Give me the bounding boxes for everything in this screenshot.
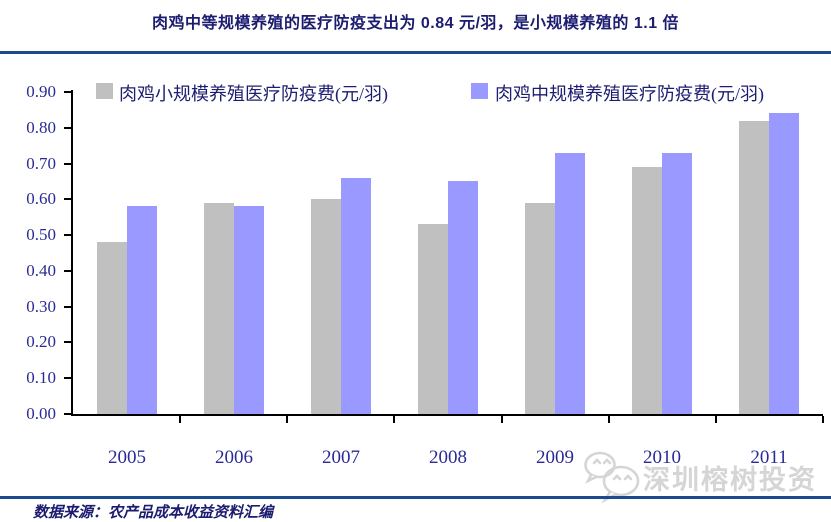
bar-small-scale-2011 bbox=[739, 121, 769, 414]
x-axis-tick bbox=[286, 416, 288, 423]
legend-swatch-small-scale bbox=[96, 83, 113, 99]
y-tick-label: 0.90 bbox=[26, 82, 56, 101]
top-divider bbox=[0, 51, 831, 54]
y-axis-tick bbox=[64, 91, 71, 93]
bar-mid-scale-2007 bbox=[341, 178, 371, 414]
x-axis-tick bbox=[715, 416, 717, 423]
y-tick-label: 0.70 bbox=[26, 153, 56, 173]
x-axis-tick bbox=[501, 416, 503, 423]
y-tick-label: 0.80 bbox=[26, 117, 56, 137]
x-axis-tick bbox=[822, 416, 824, 423]
y-tick-label: 0.00 bbox=[26, 404, 56, 423]
legend-label-mid-scale: 肉鸡中规模养殖医疗防疫费(元/羽) bbox=[495, 84, 764, 104]
bar-mid-scale-2008 bbox=[448, 181, 478, 414]
x-axis-tick bbox=[608, 416, 610, 423]
bottom-divider bbox=[0, 496, 831, 499]
bar-small-scale-2007 bbox=[311, 199, 341, 414]
y-tick-label: 0.10 bbox=[26, 368, 56, 388]
y-axis-tick bbox=[64, 377, 71, 380]
bar-small-scale-2008 bbox=[418, 224, 448, 414]
bar-small-scale-2010 bbox=[632, 167, 662, 414]
y-axis-tick bbox=[64, 234, 71, 237]
x-tick-label: 2005 bbox=[108, 447, 146, 468]
legend-label-small-scale: 肉鸡小规模养殖医疗防疫费(元/羽) bbox=[119, 84, 388, 104]
bar-small-scale-2006 bbox=[204, 203, 234, 414]
y-tick-label: 0.50 bbox=[26, 225, 56, 245]
bar-mid-scale-2011 bbox=[769, 113, 799, 414]
y-axis-tick bbox=[64, 162, 71, 165]
y-axis-tick bbox=[64, 269, 71, 272]
x-axis-tick bbox=[179, 416, 181, 423]
watermark: 深圳榕树投资 bbox=[583, 450, 817, 504]
bar-mid-scale-2006 bbox=[234, 206, 264, 414]
y-tick-label: 0.60 bbox=[26, 189, 56, 209]
bar-mid-scale-2010 bbox=[662, 153, 692, 414]
data-source-note: 数据来源：农产品成本收益资料汇编 bbox=[33, 505, 274, 521]
chart-title: 肉鸡中等规模养殖的医疗防疫支出为 0.84 元/羽，是小规模养殖的 1.1 倍 bbox=[151, 15, 680, 32]
bar-small-scale-2009 bbox=[525, 203, 555, 414]
bar-mid-scale-2009 bbox=[555, 153, 585, 414]
x-tick-label: 2011 bbox=[750, 447, 788, 468]
y-axis-tick bbox=[64, 198, 71, 201]
x-tick-label: 2007 bbox=[322, 447, 360, 468]
y-tick-label: 0.40 bbox=[26, 260, 56, 280]
x-axis-tick bbox=[393, 416, 395, 423]
y-tick-label: 0.20 bbox=[26, 332, 56, 352]
bar-small-scale-2005 bbox=[97, 242, 127, 414]
y-axis-line bbox=[71, 90, 73, 416]
x-axis-line bbox=[71, 414, 823, 416]
x-tick-label: 2006 bbox=[215, 447, 253, 468]
x-tick-label: 2010 bbox=[643, 447, 681, 468]
bar-mid-scale-2005 bbox=[127, 206, 157, 414]
legend-swatch-mid-scale bbox=[471, 83, 488, 99]
y-axis-tick bbox=[64, 413, 71, 415]
y-axis-tick bbox=[64, 341, 71, 344]
y-tick-label: 0.30 bbox=[26, 296, 56, 316]
y-axis-tick bbox=[64, 126, 71, 129]
y-axis-tick bbox=[64, 305, 71, 308]
x-tick-label: 2009 bbox=[536, 447, 574, 468]
watermark-text: 深圳榕树投资 bbox=[643, 464, 817, 495]
x-tick-label: 2008 bbox=[429, 447, 467, 468]
